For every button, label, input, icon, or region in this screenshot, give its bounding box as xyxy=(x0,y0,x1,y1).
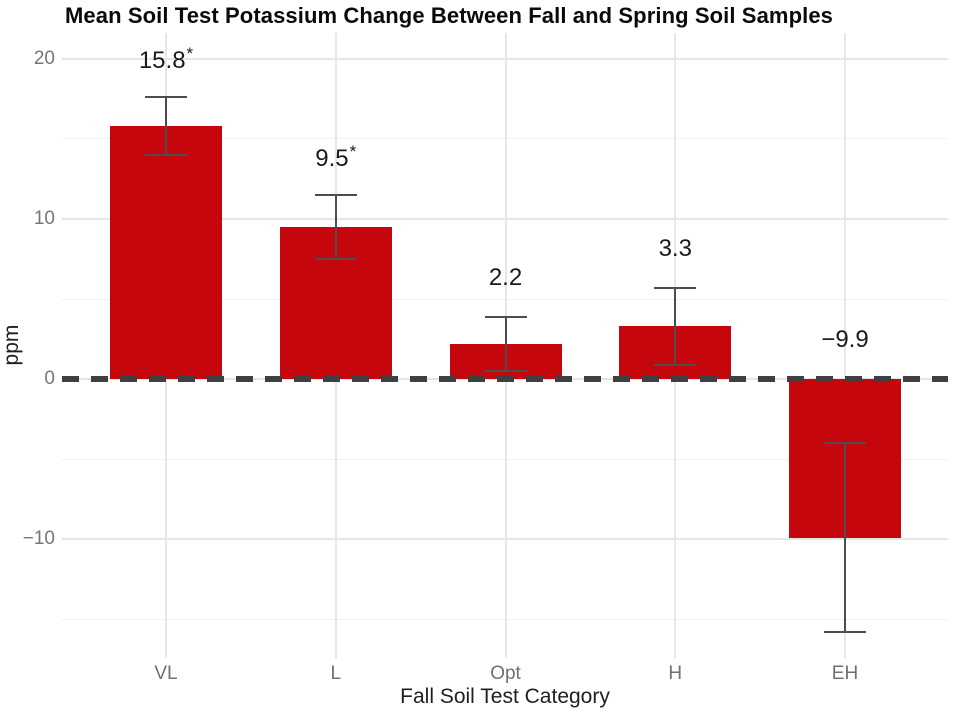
error-bar-cap-bottom xyxy=(145,153,187,156)
error-bar-cap-top xyxy=(824,442,866,445)
y-tick-label: 10 xyxy=(33,207,55,229)
x-axis-title: Fall Soil Test Category xyxy=(400,685,610,708)
zero-reference-line xyxy=(62,376,948,383)
error-bar-cap-bottom xyxy=(824,631,866,634)
significance-asterisk: * xyxy=(186,44,194,64)
bar-VL xyxy=(110,125,222,380)
error-bar-line xyxy=(334,194,337,259)
error-bar-cap-bottom xyxy=(314,257,357,260)
error-bar-line xyxy=(165,97,167,155)
error-bar-cap-top xyxy=(654,286,697,289)
y-tick-label: 20 xyxy=(33,47,55,69)
error-bar-cap-top xyxy=(145,96,187,99)
error-bar-line xyxy=(844,443,846,633)
y-tick-label: −10 xyxy=(22,528,55,550)
error-bar-cap-bottom xyxy=(654,363,697,366)
error-bar-cap-top xyxy=(314,193,357,196)
error-bar-line xyxy=(674,287,677,365)
error-bar-cap-bottom xyxy=(484,370,527,373)
x-tick-label: L xyxy=(330,663,342,684)
value-label: 2.2 xyxy=(488,263,523,291)
x-tick-label: H xyxy=(668,663,683,684)
value-label: 15.8* xyxy=(138,44,194,75)
category-gridline xyxy=(844,33,846,658)
significance-asterisk: * xyxy=(349,141,357,161)
value-label: 9.5* xyxy=(315,141,357,172)
y-tick-label: 0 xyxy=(44,368,55,390)
error-bar-cap-top xyxy=(484,315,527,318)
x-tick-label: VL xyxy=(154,663,178,684)
value-label: −9.9 xyxy=(821,326,869,354)
value-label: 3.3 xyxy=(658,234,692,262)
error-bar-line xyxy=(504,316,507,372)
x-tick-label: EH xyxy=(831,663,859,684)
x-tick-label: Opt xyxy=(490,663,521,684)
chart-title: Mean Soil Test Potassium Change Between … xyxy=(65,3,834,28)
